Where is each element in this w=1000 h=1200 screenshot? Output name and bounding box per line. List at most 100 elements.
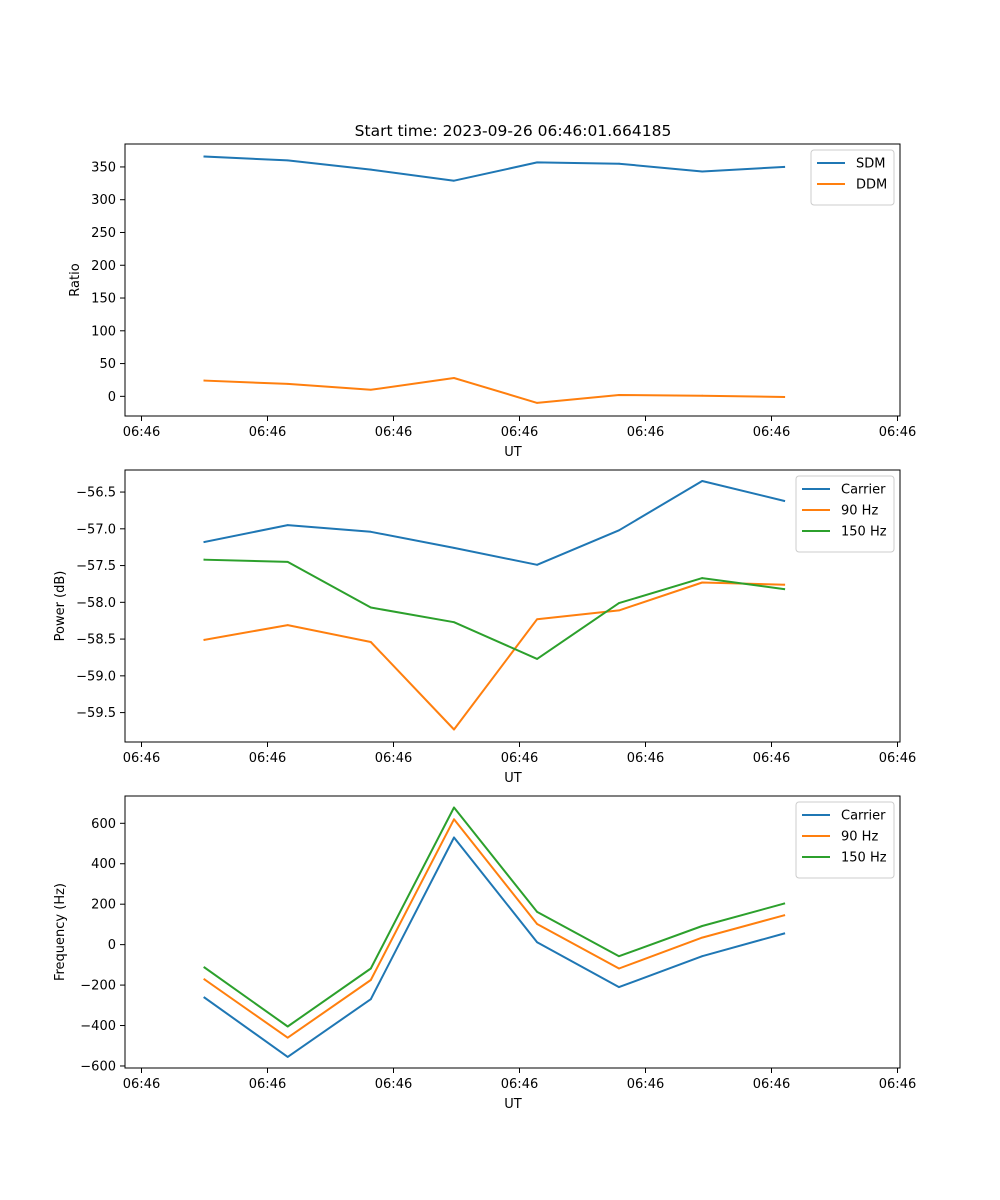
data-point (369, 641, 372, 643)
x-tick-label: 06:46 (249, 425, 286, 440)
y-tick-label: −59.0 (76, 669, 116, 684)
figure-title: Start time: 2023-09-26 06:46:01.664185 (355, 122, 672, 140)
data-point (536, 658, 539, 660)
data-point (783, 583, 785, 586)
data-point (369, 388, 372, 391)
series-line-90-hz (203, 818, 786, 1039)
data-point (453, 179, 455, 182)
data-point (453, 728, 455, 731)
data-point (453, 621, 455, 624)
x-axis-label: UT (504, 1097, 522, 1112)
data-point (286, 1055, 289, 1058)
data-point (203, 541, 206, 543)
y-tick-label: 300 (91, 193, 116, 208)
y-tick-label: −57.5 (76, 559, 116, 574)
data-point (536, 618, 539, 621)
x-tick-label: 06:46 (879, 1077, 916, 1092)
legend-label: 90 Hz (841, 504, 878, 519)
y-tick-label: 400 (91, 857, 116, 872)
data-point (536, 563, 539, 566)
y-tick-label: −58.0 (76, 596, 116, 611)
legend: Carrier 90 Hz 150 Hz (795, 475, 895, 553)
data-point (701, 955, 704, 958)
series-line-sdm (203, 155, 786, 182)
data-point (369, 979, 372, 981)
y-axis-label: Ratio (68, 263, 83, 296)
series-line-150-hz (203, 558, 786, 660)
data-point (203, 978, 206, 981)
data-point (536, 923, 539, 925)
data-point (701, 394, 704, 397)
data-point (203, 638, 206, 641)
data-point (286, 624, 289, 627)
x-tick-label: 06:46 (501, 1077, 538, 1092)
data-point (453, 836, 455, 839)
legend-label: 150 Hz (841, 851, 887, 866)
data-point (369, 530, 372, 533)
legend-box (795, 475, 895, 553)
data-point (369, 967, 372, 970)
data-point (618, 609, 620, 612)
data-point (453, 377, 455, 379)
x-tick-label: 06:46 (627, 425, 664, 440)
x-tick-label: 06:46 (375, 425, 412, 440)
data-point (369, 168, 372, 171)
data-point (701, 480, 704, 482)
data-point (701, 170, 704, 173)
data-point (618, 967, 620, 970)
x-tick-label: 06:46 (123, 751, 160, 766)
data-point (618, 162, 620, 165)
data-point (453, 547, 455, 549)
legend-label: 90 Hz (841, 830, 878, 845)
y-tick-label: 200 (91, 259, 116, 274)
legend-label: SDM (856, 157, 885, 172)
data-point (286, 382, 289, 385)
data-point (203, 379, 206, 382)
x-tick-label: 06:46 (375, 1077, 412, 1092)
y-tick-label: 0 (108, 938, 116, 953)
axes-frame (124, 143, 901, 417)
legend-label: 150 Hz (841, 525, 887, 540)
data-point (453, 818, 455, 821)
data-point (203, 966, 206, 969)
data-point (203, 155, 206, 158)
y-tick-label: 0 (108, 390, 116, 405)
x-tick-label: 06:46 (249, 1077, 286, 1092)
legend: Carrier 90 Hz 150 Hz (795, 801, 895, 879)
legend-label: Carrier (841, 809, 886, 824)
y-tick-label: 350 (91, 160, 116, 175)
data-point (453, 806, 455, 809)
x-tick-label: 06:46 (753, 1077, 790, 1092)
data-point (369, 998, 372, 1001)
data-point (783, 396, 785, 398)
y-tick-label: −56.5 (76, 486, 116, 501)
y-tick-label: −57.0 (76, 522, 116, 537)
data-point (286, 1036, 289, 1039)
y-tick-label: 100 (91, 324, 116, 339)
y-tick-label: −59.5 (76, 706, 116, 721)
series-line-90-hz (203, 581, 786, 731)
x-tick-label: 06:46 (753, 751, 790, 766)
x-tick-label: 06:46 (627, 751, 664, 766)
data-point (286, 1025, 289, 1028)
data-point (536, 910, 539, 913)
x-tick-label: 06:46 (753, 425, 790, 440)
chart-panel-3: 06:46 06:46 06:46 06:46 06:46 06:46 06:46 UT −60… (53, 795, 916, 1112)
data-point (618, 394, 620, 396)
y-tick-label: −400 (80, 1019, 116, 1034)
data-point (783, 166, 785, 168)
x-tick-label: 06:46 (879, 751, 916, 766)
x-tick-label: 06:46 (501, 425, 538, 440)
data-point (203, 996, 206, 999)
chart-panel-2: 06:46 06:46 06:46 06:46 06:46 06:46 06:46 UT −59… (53, 469, 916, 786)
data-point (536, 401, 539, 404)
legend-label: DDM (856, 178, 887, 193)
chart-panel-1: 06:46 06:46 06:46 06:46 06:46 06:46 06:46 UT 0 50… (68, 143, 916, 460)
axes-frame (124, 469, 901, 743)
y-tick-label: −600 (80, 1059, 116, 1074)
data-point (701, 936, 704, 939)
y-tick-label: 600 (91, 817, 116, 832)
data-point (286, 524, 289, 527)
y-tick-label: 50 (99, 357, 116, 372)
